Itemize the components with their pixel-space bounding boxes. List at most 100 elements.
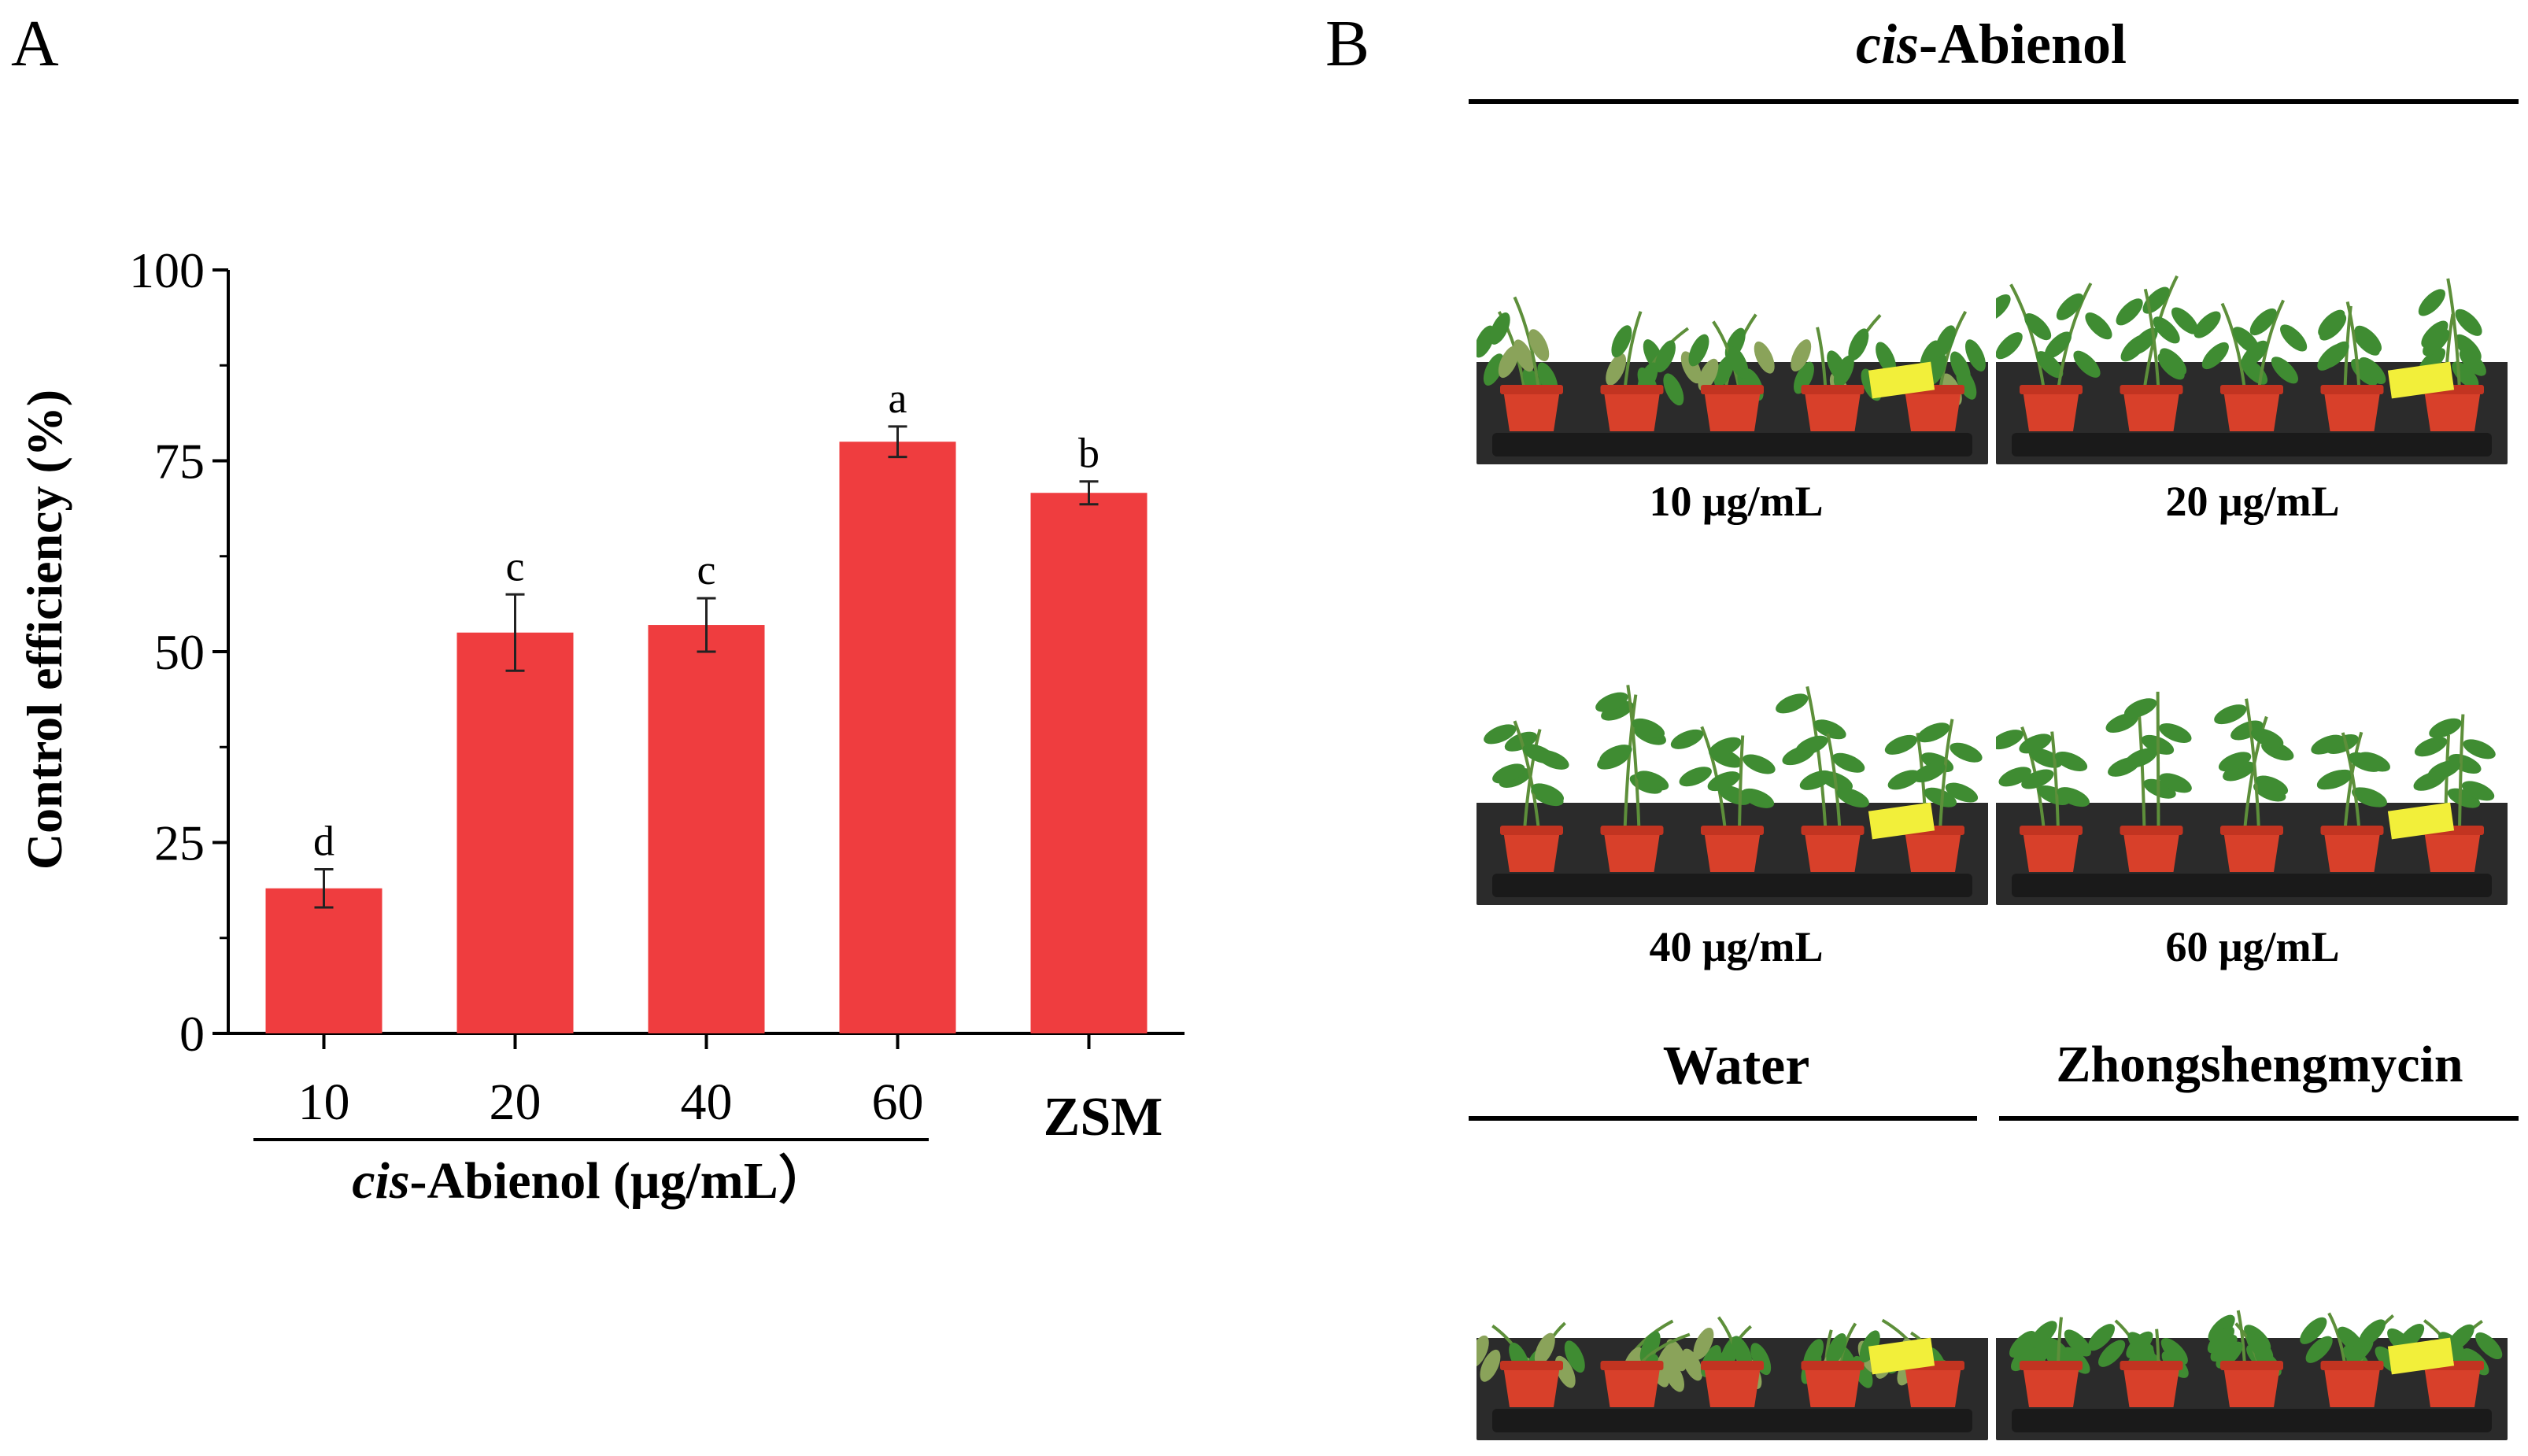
plant-leaf <box>2010 1343 2038 1372</box>
flower-pot <box>2424 830 2481 872</box>
chart-bars: d c c a b <box>265 375 1148 1033</box>
plant-leaf <box>1698 358 1719 391</box>
plant-leaf <box>2159 773 2192 793</box>
plant-leaf <box>1522 744 1556 764</box>
plant-leaf <box>1564 1340 1585 1373</box>
plant-leaf <box>2463 739 2496 759</box>
flower-pot <box>1603 390 1661 431</box>
plant-leaf <box>2098 1340 2126 1367</box>
plant-photo-zsm <box>1996 1236 2508 1440</box>
plant-stem <box>2257 299 2285 390</box>
plant-stem <box>1513 720 1540 831</box>
caption-60: 60 μg/mL <box>2165 923 2340 970</box>
plant <box>2214 698 2294 831</box>
y-tick-label: 0 <box>179 1006 205 1062</box>
plant-leaf <box>1635 770 1669 791</box>
flower-pot <box>1704 1365 1761 1407</box>
plant-leaf <box>1599 745 1632 765</box>
bar-40 <box>648 625 765 1033</box>
panel-b-header-italic: cis <box>1855 13 1919 76</box>
plant-stem <box>1623 311 1643 390</box>
plant-leaf <box>2414 737 2448 757</box>
plant-leaf <box>1483 353 1504 386</box>
caption-10: 10 μg/mL <box>1649 478 1824 525</box>
pot-tray <box>2012 433 2492 456</box>
plant-leaf <box>2459 349 2486 376</box>
plant-leaf <box>2358 1319 2386 1347</box>
plant-leaf <box>2423 329 2450 357</box>
plant-leaf <box>1606 353 1627 386</box>
plant-leaf <box>1709 737 1742 757</box>
plant-photo-scene <box>1477 1316 1988 1440</box>
plant-photo-40 <box>1477 606 1988 905</box>
flower-pot <box>2023 830 2079 872</box>
plant-stem <box>2220 302 2246 390</box>
plant-leaf <box>2311 734 2344 755</box>
plant-leaf <box>2157 353 2185 380</box>
pot-tray <box>1492 433 1972 456</box>
plant-leaf <box>1717 785 1751 805</box>
plant-leaf <box>2194 311 2221 338</box>
plant-leaf <box>2207 1326 2235 1354</box>
pot-tray <box>2012 1409 2492 1432</box>
flower-pot <box>1603 830 1661 872</box>
flower-pot <box>2323 830 2381 872</box>
y-axis-title: Control efficiency (%) <box>17 390 72 870</box>
plant-photo-10 <box>1477 181 1988 464</box>
x-tick-label: 60 <box>872 1074 924 1131</box>
plant <box>2311 731 2390 831</box>
plant-leaf <box>2116 298 2143 326</box>
plant-leaf <box>1743 754 1776 774</box>
plant-leaf <box>1795 735 1828 756</box>
plant-leaf <box>2455 309 2482 336</box>
flower-pot <box>1804 1365 1861 1407</box>
plant-leaf <box>2036 351 2064 379</box>
pot-rim <box>2320 1361 2384 1370</box>
pot-tray <box>1492 1409 1972 1432</box>
plant-leaf <box>2105 713 2138 734</box>
significance-label: a <box>889 375 907 422</box>
plant-leaf <box>2280 324 2308 352</box>
plant-stem <box>1816 327 1828 390</box>
significance-label: b <box>1078 430 1100 477</box>
plant-leaf <box>1680 351 1702 384</box>
yellow-tag <box>1868 361 1935 399</box>
plant-leaf <box>1531 783 1564 804</box>
pot-rim <box>2120 1361 2183 1370</box>
plant-leaf <box>2160 1338 2188 1365</box>
plant-leaf <box>2085 312 2112 340</box>
plant-leaf <box>1728 346 1749 379</box>
plant-leaf <box>2030 1321 2057 1348</box>
significance-label: d <box>313 817 334 864</box>
plant-stem <box>2057 1317 2063 1366</box>
panel-b-header-rest: -Abienol <box>1918 13 2127 76</box>
plant-leaf <box>2449 754 2482 774</box>
plant <box>1606 311 1702 406</box>
flower-pot <box>2323 1365 2381 1407</box>
plant-leaf <box>1663 373 1684 406</box>
plant-leaf <box>2218 752 2252 772</box>
plant-leaf <box>2354 325 2382 353</box>
caption-20: 20 μg/mL <box>2165 478 2340 525</box>
plant-leaf <box>1848 328 1869 361</box>
plant-leaf <box>2223 761 2256 782</box>
plant-leaf <box>2142 286 2170 314</box>
plant-leaf <box>1813 719 1846 740</box>
plant-leaf <box>2054 751 2088 771</box>
plant-leaf <box>1484 724 1517 745</box>
x-tick-label: ZSM <box>1044 1087 1163 1147</box>
pot-rim <box>1701 1361 1764 1370</box>
plant-leaf <box>2322 341 2349 368</box>
x-tick-label: 10 <box>298 1074 350 1131</box>
plant-leaf <box>1996 730 2024 750</box>
bar-20 <box>456 632 574 1033</box>
plant-leaf <box>1655 340 1676 373</box>
flower-pot <box>2123 390 2180 431</box>
plant-leaf <box>2063 1347 2090 1374</box>
plant-leaf <box>2318 309 2345 337</box>
flower-pot <box>2123 830 2180 872</box>
x-tick-label: 40 <box>681 1074 733 1131</box>
plant-leaf <box>2159 722 2192 743</box>
plant <box>1996 726 2090 831</box>
plant-leaf <box>1833 355 1854 388</box>
